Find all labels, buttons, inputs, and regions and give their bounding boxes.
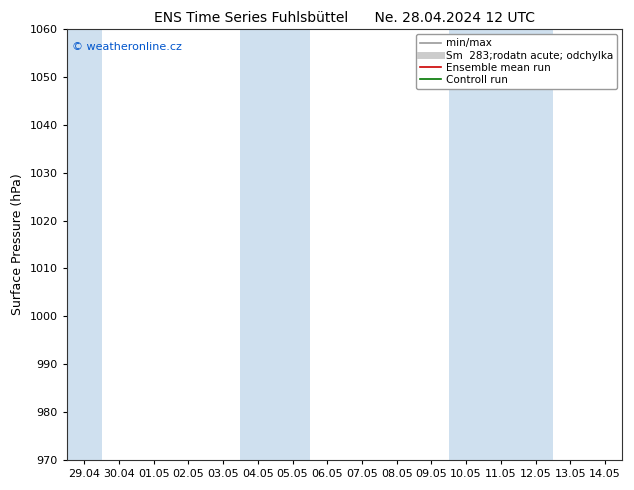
Bar <box>240 29 310 460</box>
Text: © weatheronline.cz: © weatheronline.cz <box>72 42 182 52</box>
Legend: min/max, Sm  283;rodatn acute; odchylka, Ensemble mean run, Controll run: min/max, Sm 283;rodatn acute; odchylka, … <box>415 34 617 89</box>
Title: ENS Time Series Fuhlsbüttel      Ne. 28.04.2024 12 UTC: ENS Time Series Fuhlsbüttel Ne. 28.04.20… <box>154 11 535 25</box>
Bar <box>449 29 553 460</box>
Bar <box>67 29 101 460</box>
Y-axis label: Surface Pressure (hPa): Surface Pressure (hPa) <box>11 173 24 316</box>
